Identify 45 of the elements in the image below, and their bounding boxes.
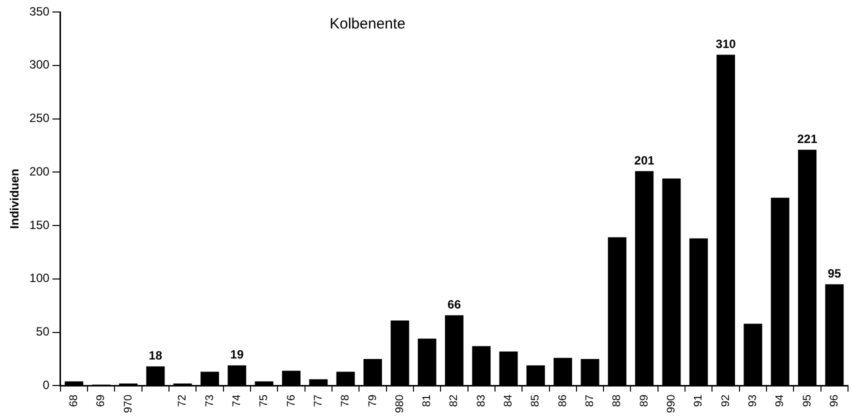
y-tick-label: 100 — [29, 271, 50, 286]
data-label: 19 — [230, 348, 244, 362]
x-tick-label: 980 — [394, 394, 406, 414]
y-tick-label: 50 — [36, 324, 50, 339]
x-tick-label: 94 — [774, 394, 786, 407]
x-tick-label: 84 — [502, 394, 515, 407]
x-tick-label: 86 — [556, 394, 569, 407]
x-tick-label: 88 — [611, 394, 624, 407]
x-tick-label: 81 — [421, 394, 434, 407]
y-tick-label: 150 — [29, 218, 50, 232]
data-label: 310 — [716, 37, 736, 52]
y-tick-label: 200 — [29, 164, 50, 178]
x-tick-label: 990 — [666, 394, 678, 414]
x-tick-label: 73 — [204, 394, 216, 407]
x-tick-label: 72 — [176, 394, 189, 407]
y-tick-label: 300 — [29, 58, 50, 72]
x-tick-label: 89 — [638, 394, 650, 407]
y-tick-label: 250 — [29, 111, 50, 126]
x-tick-label: 74 — [230, 394, 243, 407]
x-tick-label: 93 — [746, 394, 759, 407]
y-axis-title: Individuen — [8, 168, 22, 229]
x-tick-label: 970 — [122, 394, 134, 414]
x-tick-label: 83 — [475, 394, 488, 407]
x-tick-label: 77 — [312, 394, 324, 407]
x-tick-label: 85 — [530, 394, 542, 407]
x-tick-label: 75 — [258, 394, 270, 407]
data-label: 221 — [797, 132, 818, 146]
x-tick-label: 95 — [801, 394, 814, 407]
chart-title: Kolbenente — [330, 16, 406, 33]
data-label: 95 — [828, 266, 842, 281]
x-tick-label: 91 — [692, 394, 705, 407]
x-tick-label: 76 — [285, 394, 298, 407]
data-label: 201 — [634, 153, 655, 168]
y-tick-label: 0 — [42, 378, 50, 392]
x-tick-label: 92 — [720, 394, 732, 407]
x-tick-label: 68 — [68, 394, 80, 407]
x-tick-label: 79 — [366, 394, 379, 407]
x-tick-label: 82 — [448, 394, 460, 407]
x-tick-label: 96 — [828, 394, 840, 407]
x-tick-label: 87 — [584, 394, 596, 407]
data-label: 18 — [148, 348, 162, 363]
x-tick-label: 78 — [340, 394, 352, 407]
data-label: 66 — [448, 298, 462, 312]
x-tick-label: 69 — [95, 394, 108, 407]
y-tick-label: 350 — [29, 4, 50, 18]
